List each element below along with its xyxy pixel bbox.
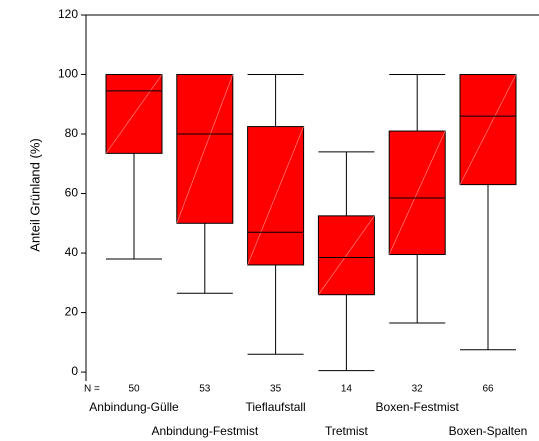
n-count: 50 [128,384,140,395]
y-tick-label: 60 [65,186,79,200]
x-tick-label: Tieflaufstall [245,400,305,414]
x-tick-label: Boxen-Festmist [376,400,460,414]
y-tick-label: 120 [58,7,78,21]
n-count: 35 [270,384,282,395]
x-tick-label: Anbindung-Gülle [89,400,179,414]
box-hatch [388,130,446,255]
y-tick-label: 100 [58,67,78,81]
n-count: 32 [412,384,424,395]
box-hatch [247,126,304,266]
box-hatch [459,74,517,185]
n-count: 66 [482,384,494,395]
box-hatch [318,215,375,295]
box-hatch [176,74,234,224]
y-tick-label: 40 [65,245,79,259]
n-label: N = [84,384,100,395]
y-tick-label: 20 [65,305,79,319]
x-tick-label: Anbindung-Festmist [151,424,258,438]
y-tick-label: 80 [65,126,79,140]
x-tick-label: Tretmist [325,424,369,438]
n-count: 53 [199,384,211,395]
y-axis-label: Anteil Grünland (%) [27,138,42,251]
n-count: 14 [341,384,353,395]
box-hatch [105,74,163,154]
x-tick-label: Boxen-Spalten [449,424,528,438]
y-tick-label: 0 [71,364,78,378]
